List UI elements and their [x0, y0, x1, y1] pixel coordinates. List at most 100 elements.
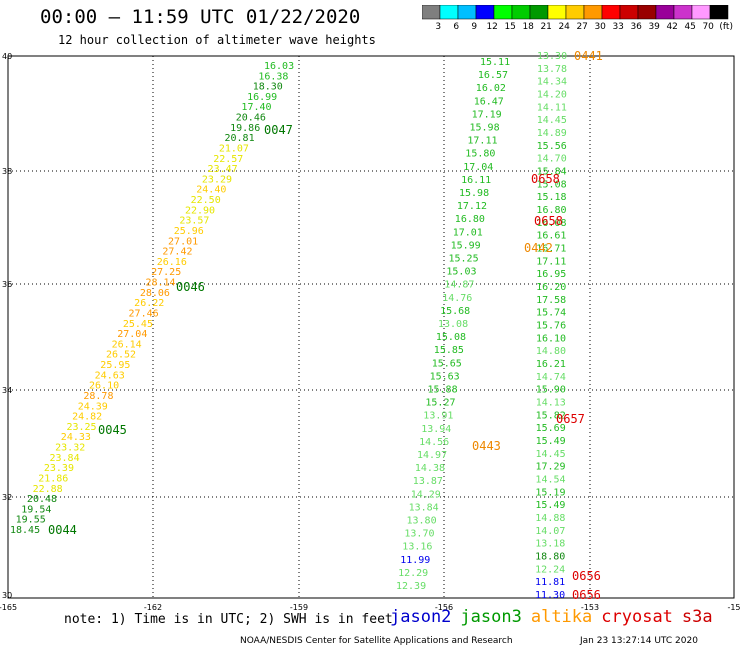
wave-height-value: 18.45 — [10, 525, 40, 536]
pass-time-label: 0442 — [524, 241, 553, 255]
wave-height-value: 15.90 — [536, 385, 566, 396]
latitude-label: 34 — [2, 386, 12, 395]
wave-height-value: 14.07 — [535, 526, 565, 537]
wave-height-value: 11.99 — [400, 555, 430, 566]
wave-height-value: 15.08 — [537, 179, 567, 190]
wave-height-value: 16.80 — [536, 205, 566, 216]
wave-height-value: 18.80 — [535, 552, 565, 563]
wave-height-value: 26.52 — [106, 350, 136, 361]
wave-height-value: 24.33 — [61, 432, 91, 443]
wave-height-value: 14.45 — [537, 115, 567, 126]
wave-height-value: 22.50 — [191, 195, 221, 206]
wave-height-value: 15.68 — [440, 306, 470, 317]
pass-time-label: 0656 — [572, 588, 601, 602]
wave-height-value: 16.03 — [264, 61, 294, 72]
longitude-label: -159 — [290, 603, 308, 612]
wave-height-value: 16.02 — [476, 83, 506, 94]
scale-label: 24 — [558, 22, 570, 32]
scale-label: 6 — [453, 22, 460, 32]
wave-height-value: 14.38 — [415, 463, 445, 474]
wave-height-value: 16.10 — [536, 333, 566, 344]
wave-height-value: 15.11 — [480, 57, 510, 68]
wave-height-value: 14.20 — [537, 90, 567, 101]
scale-label: 27 — [576, 22, 588, 32]
wave-height-value: 14.80 — [536, 346, 566, 357]
wave-height-value: 27.25 — [151, 267, 181, 278]
wave-height-value: 15.27 — [425, 398, 455, 409]
color-scale-labels: 3 6 9 12 15 18 21 24 27 30 33 36 39 42 45 70 (ft) — [422, 22, 733, 34]
scale-label: 3 — [435, 22, 442, 32]
scale-label: 70 — [702, 22, 714, 32]
wave-height-value: 23.39 — [44, 463, 74, 474]
longitude-label: -156 — [435, 603, 453, 612]
wave-height-value: 14.34 — [537, 77, 567, 88]
color-scale-bar — [422, 5, 729, 20]
wave-height-value: 28.78 — [83, 391, 113, 402]
wave-height-value: 22.88 — [33, 484, 63, 495]
pass-time-label: 0441 — [574, 49, 603, 63]
pass-time-label: 0046 — [176, 280, 205, 294]
wave-height-value: 14.76 — [442, 293, 472, 304]
wave-height-value: 14.88 — [535, 513, 565, 524]
pass-time-label: 0657 — [556, 412, 585, 426]
wave-height-value: 27.04 — [117, 329, 147, 340]
wave-height-value: 26.14 — [112, 339, 142, 350]
legend-s3a: s3a — [681, 607, 713, 627]
wave-height-value: 15.98 — [470, 123, 500, 134]
wave-height-value: 20.48 — [27, 494, 57, 505]
wave-height-value: 15.69 — [536, 423, 566, 434]
wave-height-value: 18.30 — [253, 82, 283, 93]
scale-label: 21 — [540, 22, 552, 32]
wave-height-value: 24.82 — [72, 412, 102, 423]
page-title: 00:00 – 11:59 UTC 01/22/2020 — [40, 6, 361, 28]
wave-height-value: 13.70 — [404, 529, 434, 540]
wave-height-value: 27.42 — [162, 247, 192, 258]
wave-height-value: 22.90 — [185, 205, 215, 216]
legend-jason3: jason3 — [460, 607, 522, 627]
wave-height-value: 28.14 — [145, 278, 175, 289]
wave-height-value: 24.40 — [196, 185, 226, 196]
legend-cryosat: cryosat — [601, 607, 673, 627]
wave-height-value: 17.19 — [472, 109, 502, 120]
scale-label: 18 — [522, 22, 534, 32]
wave-height-value: 17.04 — [463, 162, 493, 173]
longitude-label: -162 — [144, 603, 162, 612]
longitude-label: -15 — [727, 603, 740, 612]
wave-height-value: 12.39 — [396, 581, 426, 592]
wave-height-value: 15.80 — [465, 149, 495, 160]
wave-height-value: 16.11 — [461, 175, 491, 186]
wave-height-value: 14.45 — [536, 449, 566, 460]
wave-height-value: 27.46 — [129, 308, 159, 319]
wave-height-value: 17.40 — [241, 102, 271, 113]
wave-height-value: 23.84 — [50, 453, 80, 464]
wave-height-value: 14.13 — [536, 398, 566, 409]
pass-time-label: 0443 — [472, 439, 501, 453]
wave-height-value: 14.87 — [444, 280, 474, 291]
wave-height-value: 22.57 — [213, 154, 243, 165]
generation-timestamp: Jan 23 13:27:14 UTC 2020 — [580, 636, 698, 646]
scale-label: 45 — [684, 22, 696, 32]
scale-swatch — [709, 5, 729, 20]
wave-height-value: 25.45 — [123, 319, 153, 330]
map-frame — [7, 55, 735, 599]
wave-height-value: 20.81 — [224, 133, 254, 144]
wave-height-value: 15.63 — [430, 371, 460, 382]
wave-height-value: 19.55 — [16, 515, 46, 526]
wave-height-value: 16.80 — [455, 214, 485, 225]
wave-height-value: 16.57 — [478, 70, 508, 81]
wave-height-value: 16.61 — [536, 231, 566, 242]
wave-height-value: 16.08 — [536, 218, 566, 229]
wave-height-value: 14.56 — [419, 437, 449, 448]
longitude-label: -165 — [0, 603, 17, 612]
scale-label: 33 — [612, 22, 624, 32]
wave-height-value: 15.08 — [436, 332, 466, 343]
satellite-legend: jason2 jason3 altika cryosat s3a — [390, 607, 722, 627]
wave-height-value: 17.11 — [467, 136, 497, 147]
wave-height-value: 23.47 — [208, 164, 238, 175]
wave-height-value: 16.47 — [474, 96, 504, 107]
wave-height-value: 13.91 — [423, 411, 453, 422]
wave-height-value: 23.25 — [66, 422, 96, 433]
scale-label: 15 — [504, 22, 516, 32]
latitude-label: 32 — [2, 493, 12, 502]
